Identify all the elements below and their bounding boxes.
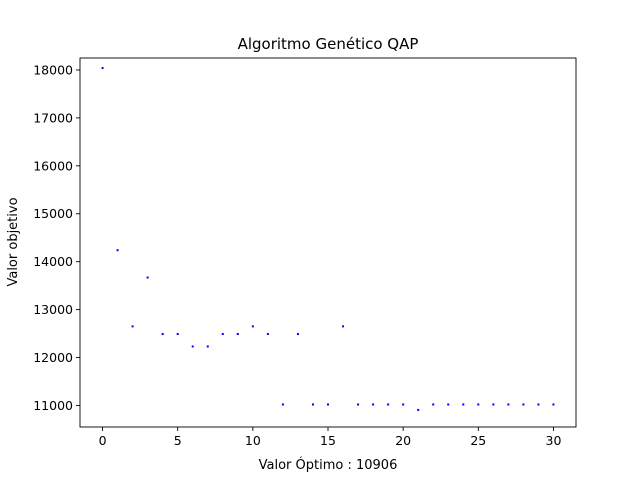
x-tick-label: 15 [320,433,336,448]
y-axis-label: Valor objetivo [6,197,21,286]
chart-title: Algoritmo Genético QAP [238,35,419,53]
x-axis: 0 5 10 15 20 25 30 [99,427,562,448]
y-tick-label: 18000 [33,62,73,77]
data-point [327,403,329,406]
y-tick-label: 17000 [33,110,73,125]
scatter-series [101,67,555,411]
data-point [447,403,450,406]
data-point [357,403,360,406]
x-tick-label: 10 [245,433,261,448]
x-tick-label: 30 [546,433,562,448]
data-point [266,333,269,336]
data-point [296,333,299,336]
data-point [101,67,104,70]
data-point [492,403,495,406]
x-tick-label: 5 [174,433,182,448]
data-point [146,276,149,279]
data-point [477,403,480,406]
data-point [206,345,209,348]
data-point [522,403,525,406]
plot-frame [79,57,577,428]
data-point [417,408,420,411]
y-tick-label: 14000 [33,254,73,269]
data-point [432,403,435,406]
x-tick-label: 0 [99,433,107,448]
data-point [462,403,465,406]
data-point [176,333,179,336]
data-point [281,403,284,406]
data-point [191,345,194,348]
data-point [537,403,540,406]
y-tick-label: 11000 [33,398,73,413]
x-tick-label: 20 [395,433,411,448]
data-point [372,403,375,406]
y-tick-label: 15000 [33,206,73,221]
y-tick-label: 13000 [33,302,73,317]
x-tick-label: 25 [470,433,486,448]
data-point [251,325,254,328]
data-point [221,333,224,336]
x-axis-label: Valor Óptimo : 10906 [259,457,398,473]
data-point [236,333,239,336]
data-point [507,403,510,406]
data-point [311,403,314,406]
y-tick-label: 12000 [33,350,73,365]
data-point [131,325,134,328]
y-tick-label: 16000 [33,158,73,173]
data-point [387,403,390,406]
data-point [402,403,405,406]
data-point [161,333,164,336]
data-point [552,403,555,406]
data-point [342,325,345,328]
y-axis: 11000 12000 13000 14000 15000 16000 17000 18000 [33,62,80,413]
data-point [116,249,119,252]
